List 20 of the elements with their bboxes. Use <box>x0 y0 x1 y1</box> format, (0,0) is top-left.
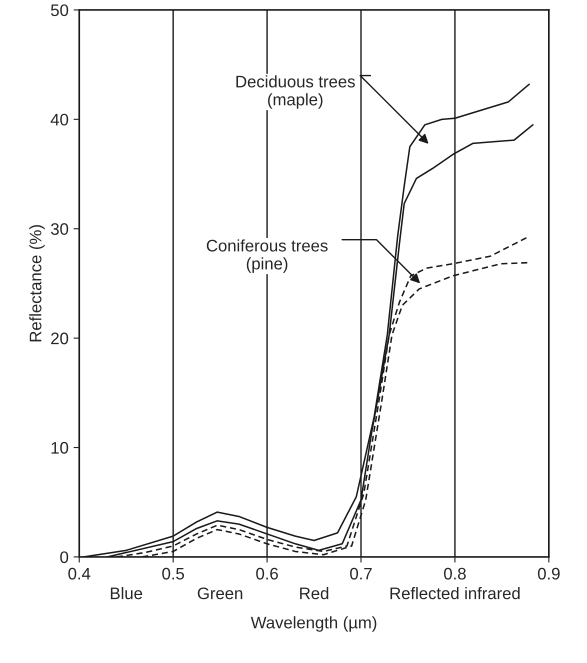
y-tick-label: 0 <box>60 551 68 564</box>
y-tick-label: 30 <box>50 223 68 235</box>
y-tick-label: 10 <box>52 442 68 454</box>
x-tick-label: 0.6 <box>256 568 278 580</box>
y-tick-label: 40 <box>50 114 68 126</box>
x-tick-label: 0.4 <box>68 568 90 580</box>
x-tick-label: 0.8 <box>444 568 466 580</box>
x-tick-label: 0.5 <box>162 568 184 580</box>
y-tick-label: 20 <box>51 332 68 344</box>
y-tick-label: 50 <box>50 4 68 16</box>
annotation: Coniferous trees (pine) <box>206 239 328 273</box>
text: Blue <box>110 587 142 600</box>
text: Red <box>300 587 328 600</box>
y-axis-title: Reflectance (%) <box>29 225 45 342</box>
x-tick-label: 0.7 <box>350 568 372 580</box>
x-axis-title: Wavelength (µm) <box>250 616 376 632</box>
x-tick-label: 0.9 <box>538 568 560 580</box>
text: Green <box>198 587 242 600</box>
text: Reflected infrared <box>390 587 520 600</box>
annotation: Deciduous trees (maple) <box>236 75 355 109</box>
